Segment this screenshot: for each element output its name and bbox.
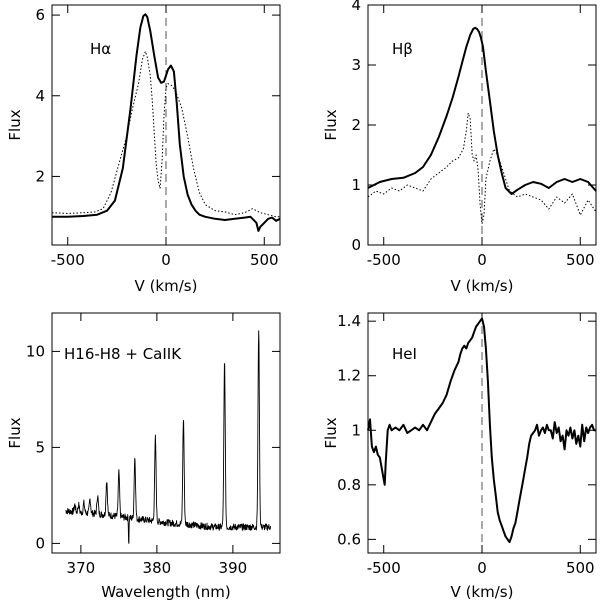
panel-hei: HeI V (km/s) Flux -500 0 500 0.6 0.8 1 1.2 1.4 [322,312,597,601]
y-tick-label-hbeta-0: 0 [351,236,361,254]
x-tick-label-halpha-1: 0 [161,251,171,269]
panel-title-hbeta: Hβ [392,40,413,58]
plot-area-halpha [51,5,281,245]
y-axis-label-hbeta: Flux [322,109,340,140]
series-hbeta-dotted [367,112,597,225]
y-tick-label-hbeta-3: 3 [351,56,361,74]
panel-title-balmer: H16-H8 + CaIIK [64,345,182,363]
x-tick-label-hbeta-2: 500 [566,251,595,269]
x-axis-label-hbeta: V (km/s) [451,277,514,295]
series-hbeta-solid [367,26,597,195]
y-tick-label-hei-4: 1.4 [337,312,361,330]
y-tick-label-halpha-2: 6 [35,6,45,24]
panel-title-hei: HeI [392,345,417,363]
x-tick-label-hbeta-0: -500 [367,251,401,269]
y-axis-label-hei: Flux [322,417,340,448]
x-tick-label-balmer-1: 380 [143,559,172,577]
y-tick-label-hbeta-2: 2 [351,116,361,134]
y-tick-label-halpha-0: 2 [35,167,45,185]
x-axis-label-halpha: V (km/s) [135,277,198,295]
x-tick-label-hei-0: -500 [367,559,401,577]
plot-area-hbeta [367,5,597,245]
series-halpha-dotted [51,50,280,218]
series-hei-solid [367,317,596,544]
panel-balmer: H16-H8 + CaIIK Wavelength (nm) Flux 370 3… [6,312,281,601]
panel-hbeta: Hβ V (km/s) Flux -500 0 500 0 1 2 3 4 [322,0,597,295]
x-tick-label-hei-2: 500 [566,559,595,577]
y-tick-label-halpha-1: 4 [35,87,45,105]
x-tick-label-hei-1: 0 [477,559,487,577]
y-tick-label-balmer-1: 5 [35,438,45,456]
x-axis-label-hei: V (km/s) [451,583,514,601]
y-tick-label-hbeta-1: 1 [351,176,361,194]
y-tick-label-hei-3: 1.2 [337,367,361,385]
x-tick-label-hbeta-1: 0 [477,251,487,269]
panel-title-halpha: Hα [90,40,111,58]
series-halpha-solid [52,13,281,232]
y-tick-label-hbeta-4: 4 [351,0,361,14]
plot-area-hei [367,313,596,553]
y-axis-label-balmer: Flux [6,417,24,448]
y-tick-label-balmer-0: 0 [35,534,45,552]
x-tick-label-halpha-2: 500 [250,251,279,269]
plot-frame-balmer [51,312,281,554]
series-balmer-spectrum [65,330,272,544]
y-tick-label-hei-2: 1 [351,421,361,439]
x-tick-label-balmer-2: 390 [219,559,248,577]
panel-halpha: Hα V (km/s) Flux -500 0 500 2 4 6 [6,4,281,295]
x-axis-label-balmer: Wavelength (nm) [101,583,231,601]
x-tick-label-halpha-0: -500 [51,251,85,269]
x-tick-label-balmer-0: 370 [67,559,96,577]
plot-area-balmer [65,330,272,544]
y-axis-label-halpha: Flux [6,109,24,140]
y-tick-label-hei-0: 0.6 [337,530,361,548]
y-tick-label-balmer-2: 10 [26,342,45,360]
y-tick-label-hei-1: 0.8 [337,476,361,494]
